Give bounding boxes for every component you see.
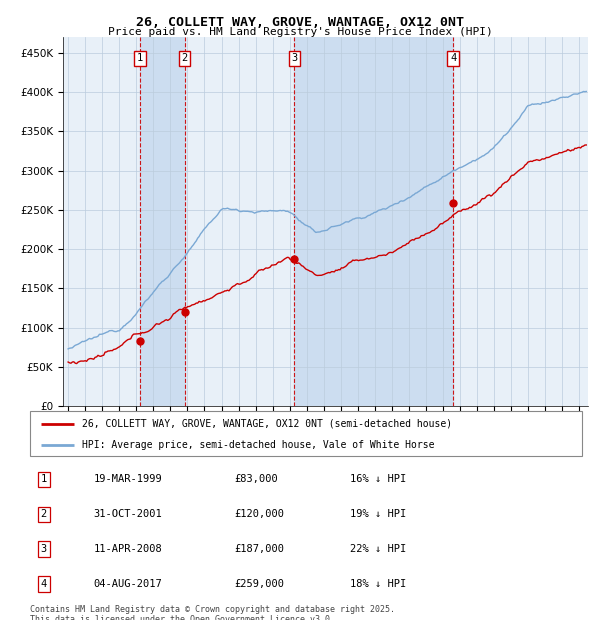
Bar xyxy=(295,37,453,406)
Text: HPI: Average price, semi-detached house, Vale of White Horse: HPI: Average price, semi-detached house,… xyxy=(82,440,435,450)
Text: 3: 3 xyxy=(41,544,47,554)
Text: 3: 3 xyxy=(292,53,298,63)
Text: 2: 2 xyxy=(41,509,47,519)
Text: 18% ↓ HPI: 18% ↓ HPI xyxy=(350,579,406,589)
Text: 22% ↓ HPI: 22% ↓ HPI xyxy=(350,544,406,554)
Bar xyxy=(140,37,185,406)
Text: £187,000: £187,000 xyxy=(234,544,284,554)
Text: 11-APR-2008: 11-APR-2008 xyxy=(94,544,162,554)
Text: 19% ↓ HPI: 19% ↓ HPI xyxy=(350,509,406,519)
Text: 04-AUG-2017: 04-AUG-2017 xyxy=(94,579,162,589)
Text: £259,000: £259,000 xyxy=(234,579,284,589)
Text: Price paid vs. HM Land Registry's House Price Index (HPI): Price paid vs. HM Land Registry's House … xyxy=(107,27,493,37)
Text: 16% ↓ HPI: 16% ↓ HPI xyxy=(350,474,406,484)
Text: 26, COLLETT WAY, GROVE, WANTAGE, OX12 0NT: 26, COLLETT WAY, GROVE, WANTAGE, OX12 0N… xyxy=(136,16,464,29)
Text: £83,000: £83,000 xyxy=(234,474,278,484)
Text: 19-MAR-1999: 19-MAR-1999 xyxy=(94,474,162,484)
Text: 4: 4 xyxy=(450,53,456,63)
FancyBboxPatch shape xyxy=(30,411,582,456)
Text: 2: 2 xyxy=(181,53,188,63)
Text: 31-OCT-2001: 31-OCT-2001 xyxy=(94,509,162,519)
Text: £120,000: £120,000 xyxy=(234,509,284,519)
Text: Contains HM Land Registry data © Crown copyright and database right 2025.
This d: Contains HM Land Registry data © Crown c… xyxy=(30,604,395,620)
Text: 1: 1 xyxy=(137,53,143,63)
Text: 1: 1 xyxy=(41,474,47,484)
Text: 26, COLLETT WAY, GROVE, WANTAGE, OX12 0NT (semi-detached house): 26, COLLETT WAY, GROVE, WANTAGE, OX12 0N… xyxy=(82,418,452,428)
Text: 4: 4 xyxy=(41,579,47,589)
